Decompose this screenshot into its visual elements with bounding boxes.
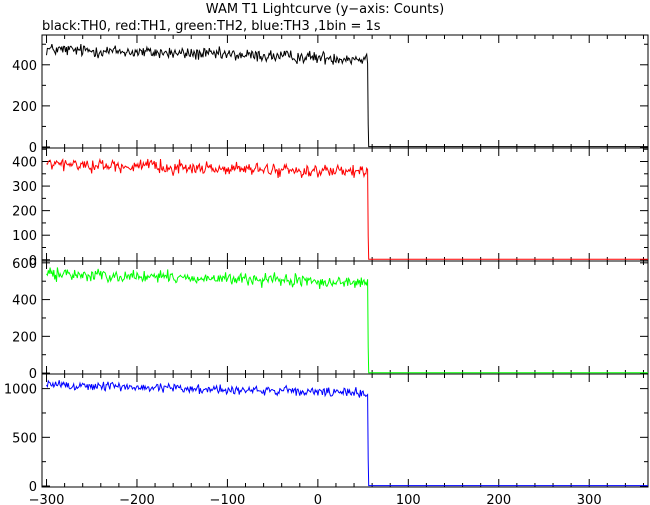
y-tick-label: 400 bbox=[12, 294, 37, 309]
y-tick-label: 100 bbox=[12, 229, 37, 244]
y-tick-label: 400 bbox=[12, 156, 37, 171]
y-tick-label: 0 bbox=[29, 367, 37, 382]
panel-2: 0 200 400 600 bbox=[12, 257, 649, 382]
y-tick-label: 1000 bbox=[4, 383, 37, 398]
plot-frame bbox=[41, 373, 649, 488]
panel-1: 0 100 200 300 400 bbox=[12, 147, 649, 269]
plot-frame bbox=[41, 147, 649, 262]
y-tick-label: 200 bbox=[12, 330, 37, 345]
panels-group: 02004000100200300400020040060005001000−3… bbox=[4, 34, 649, 505]
series-line-1 bbox=[46, 157, 648, 260]
x-tick-label: −100 bbox=[210, 493, 246, 505]
y-tick-label: 600 bbox=[12, 257, 37, 272]
y-tick-label: 0 bbox=[29, 254, 37, 269]
y-tick-label: 200 bbox=[12, 100, 37, 115]
y-tick-label: 0 bbox=[29, 480, 37, 495]
y-tick-label: 0 bbox=[29, 141, 37, 156]
chart-subtitle: black:TH0, red:TH1, green:TH2, blue:TH3 … bbox=[42, 19, 381, 34]
y-tick-label: 200 bbox=[12, 205, 37, 220]
plot-frame bbox=[41, 260, 649, 375]
x-tick-label: 100 bbox=[396, 493, 421, 505]
x-tick-label: −200 bbox=[119, 493, 155, 505]
x-tick-label: 0 bbox=[314, 493, 322, 505]
panel-3: 0 500 1000 −300 −200 −100 0 100 200 300 bbox=[4, 373, 649, 505]
x-tick-label: −300 bbox=[29, 493, 65, 505]
y-tick-label: 300 bbox=[12, 180, 37, 195]
series-line-3 bbox=[46, 379, 648, 487]
series-line-0 bbox=[46, 43, 648, 148]
chart-title: WAM T1 Lightcurve (y−axis: Counts) bbox=[206, 2, 444, 17]
x-tick-label: 300 bbox=[577, 493, 602, 505]
panel-0: 0 200 400 bbox=[12, 34, 649, 156]
y-tick-label: 400 bbox=[12, 59, 37, 74]
x-tick-label: 200 bbox=[486, 493, 511, 505]
y-tick-label: 500 bbox=[12, 431, 37, 446]
series-line-2 bbox=[46, 267, 648, 374]
